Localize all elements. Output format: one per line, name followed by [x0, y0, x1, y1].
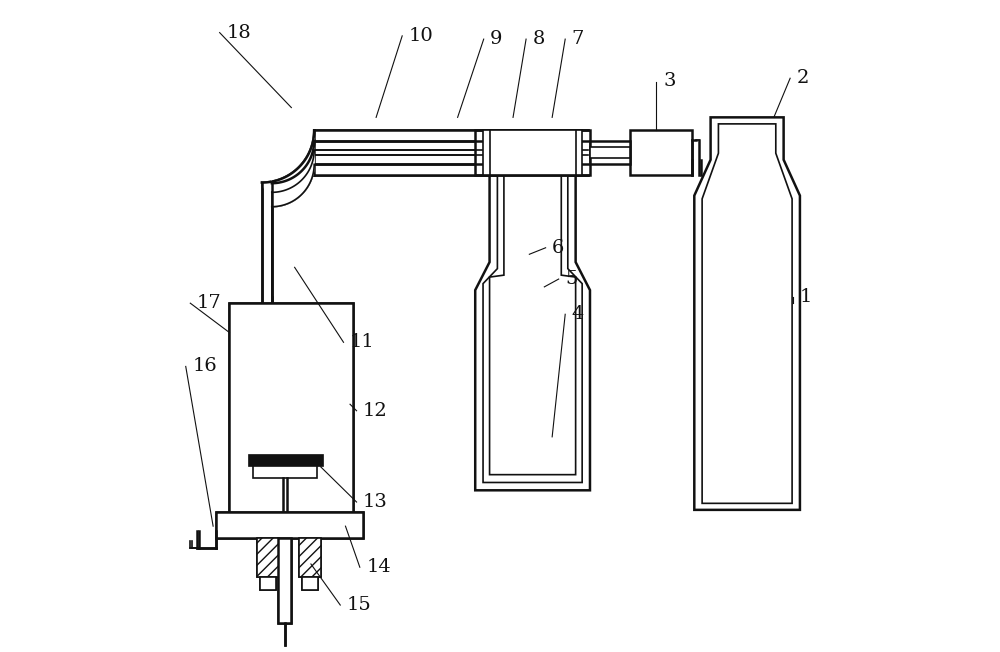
Bar: [229, 303, 353, 512]
Text: 16: 16: [192, 357, 217, 376]
Bar: [483, 130, 582, 175]
Bar: [257, 538, 279, 577]
Bar: [271, 130, 272, 303]
Bar: [314, 130, 588, 175]
Bar: [263, 130, 271, 303]
Text: 9: 9: [490, 30, 503, 48]
Text: 17: 17: [197, 294, 222, 312]
Bar: [248, 454, 323, 466]
Bar: [260, 577, 276, 590]
Bar: [693, 160, 700, 175]
Bar: [278, 538, 291, 623]
Text: 6: 6: [552, 239, 565, 257]
Polygon shape: [490, 175, 576, 475]
Bar: [299, 538, 321, 577]
Bar: [630, 130, 692, 175]
Text: 8: 8: [533, 30, 545, 48]
Bar: [248, 454, 323, 466]
Bar: [490, 130, 576, 175]
Bar: [253, 466, 317, 478]
Bar: [302, 577, 318, 590]
Bar: [278, 538, 291, 623]
Text: 3: 3: [663, 72, 676, 91]
Text: 14: 14: [366, 558, 391, 576]
Polygon shape: [483, 175, 582, 482]
Text: 4: 4: [572, 305, 584, 323]
Polygon shape: [262, 130, 314, 207]
Bar: [216, 512, 363, 538]
Text: 1: 1: [800, 288, 812, 306]
Bar: [590, 147, 630, 158]
Bar: [229, 303, 353, 512]
Bar: [271, 130, 272, 303]
Text: 13: 13: [363, 493, 388, 511]
Text: 12: 12: [363, 402, 388, 420]
Bar: [260, 577, 276, 590]
Polygon shape: [262, 130, 314, 207]
Bar: [216, 512, 363, 538]
Text: 2: 2: [797, 69, 809, 87]
Polygon shape: [694, 117, 800, 510]
Polygon shape: [475, 175, 590, 490]
Text: 18: 18: [226, 23, 251, 42]
Bar: [590, 141, 630, 164]
Bar: [299, 538, 321, 577]
Bar: [314, 130, 588, 175]
Bar: [253, 466, 317, 478]
Polygon shape: [702, 124, 792, 503]
Text: 11: 11: [350, 333, 375, 351]
Bar: [257, 538, 279, 577]
Bar: [302, 577, 318, 590]
Text: 10: 10: [409, 27, 433, 45]
Bar: [475, 130, 590, 175]
Text: 5: 5: [565, 270, 578, 288]
Text: 7: 7: [572, 30, 584, 48]
Text: 15: 15: [347, 596, 372, 614]
